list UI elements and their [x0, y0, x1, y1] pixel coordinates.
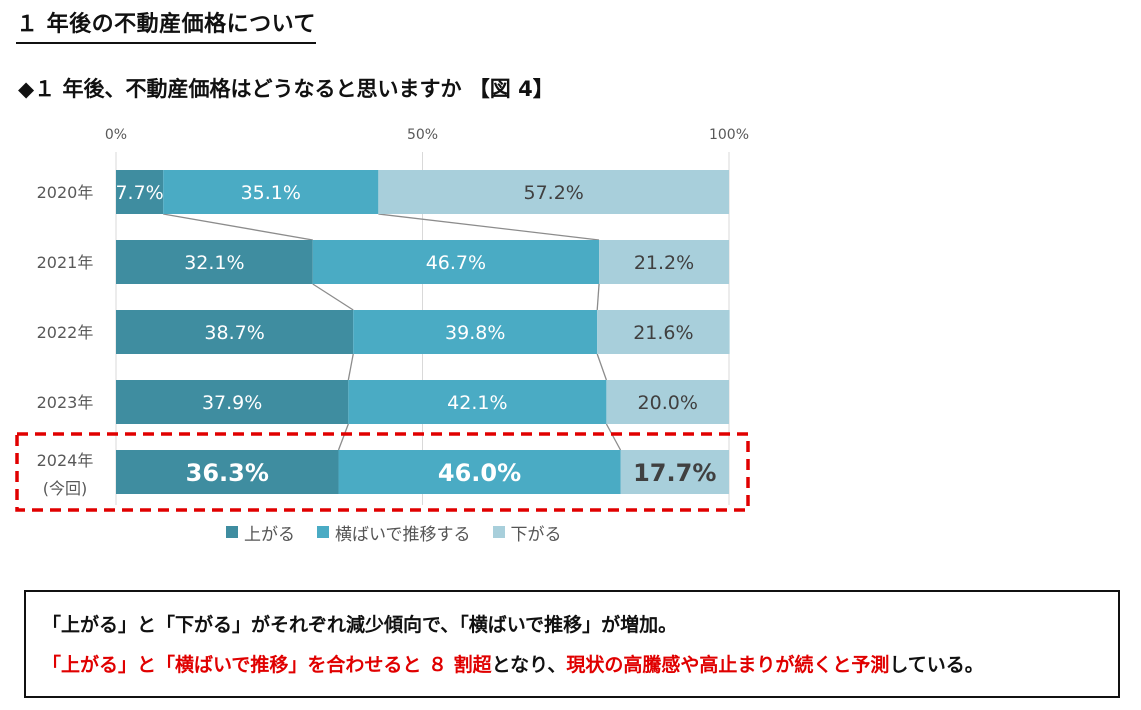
category-label: 2020年	[37, 183, 94, 202]
data-label: 32.1%	[184, 252, 244, 274]
series-line	[163, 213, 313, 241]
summary-line-1: 「上がる」と「下がる」がそれぞれ減少傾向で、「横ばいで推移」が増加。	[42, 614, 678, 636]
question-heading: ◆１ 年後、不動産価格はどうなると思いますか 【図 4】	[18, 77, 554, 101]
summary-highlight-2: 現状の高騰感や高止まりが続くと予測	[566, 654, 890, 676]
category-label: 2023年	[37, 393, 94, 412]
series-line	[596, 283, 600, 311]
highlight-frame	[15, 432, 750, 512]
x-tick-label: 0%	[105, 127, 127, 143]
legend-swatch	[317, 526, 329, 538]
data-label: 7.7%	[115, 182, 163, 204]
legend-item: 下がる	[492, 520, 562, 545]
bar-segment	[116, 240, 313, 284]
summary-line-2: 「上がる」と「横ばいで推移」を合わせると ８ 割超となり、現状の高騰感や高止まり…	[42, 652, 1118, 678]
legend-swatch	[226, 526, 238, 538]
legend-swatch	[492, 526, 505, 538]
series-line	[337, 423, 349, 451]
legend-label: 上がる	[244, 524, 295, 545]
bar-segment	[599, 240, 729, 284]
data-label: 42.1%	[447, 392, 507, 414]
bar-segment	[338, 450, 621, 494]
summary-text-1: となり、	[491, 654, 567, 676]
bar-segment	[116, 450, 339, 494]
page-title: １ 年後の不動産価格について	[16, 10, 317, 44]
bar-segment	[606, 380, 729, 424]
series-line	[347, 353, 354, 381]
category-label: 2022年	[37, 323, 94, 342]
bar-segment	[597, 310, 730, 354]
series-line	[605, 423, 622, 451]
category-label: 2024年	[37, 451, 94, 470]
category-sublabel: (今回)	[43, 479, 88, 498]
data-label: 17.7%	[633, 459, 716, 487]
x-tick-label: 100%	[709, 127, 749, 143]
summary-box: 「上がる」と「下がる」がそれぞれ減少傾向で、「横ばいで推移」が増加。 「上がる」…	[24, 590, 1120, 698]
data-label: 21.2%	[634, 252, 694, 274]
data-label: 38.7%	[204, 322, 264, 344]
summary-text-2: している。	[889, 654, 984, 676]
bar-segment	[312, 240, 600, 284]
series-line	[378, 213, 600, 241]
data-label: 57.2%	[524, 182, 584, 204]
bar-segment	[116, 170, 164, 214]
data-label: 35.1%	[241, 182, 301, 204]
bar-segment	[620, 450, 729, 494]
bar-segment	[116, 310, 354, 354]
summary-highlight-1: 「上がる」と「横ばいで推移」を合わせると ８ 割超	[42, 654, 492, 676]
legend-label: 下がる	[510, 524, 562, 545]
stacked-bar-chart: 0% 50% 100% 7.7% 35.1% 57.2% 2020年 32.1% 46.7% 21…	[15, 127, 750, 512]
series-line	[596, 353, 608, 381]
series-line	[312, 283, 354, 311]
category-label: 2021年	[37, 253, 94, 272]
data-label: 39.8%	[445, 322, 505, 344]
legend-label: 横ばいで推移する	[335, 524, 471, 545]
legend-item: 上がる	[226, 520, 295, 545]
data-label: 46.7%	[426, 252, 486, 274]
bar-segment	[378, 170, 729, 214]
data-label: 37.9%	[202, 392, 262, 414]
chart-legend: 上がる 横ばいで推移する 下がる	[226, 520, 562, 545]
legend-item: 横ばいで推移する	[317, 520, 471, 545]
bar-segment	[348, 380, 607, 424]
bar-segment	[163, 170, 379, 214]
data-label: 21.6%	[633, 322, 693, 344]
data-label: 20.0%	[638, 392, 698, 414]
bar-segment	[116, 380, 349, 424]
data-label: 36.3%	[186, 459, 269, 487]
data-label: 46.0%	[438, 459, 521, 487]
x-tick-label: 50%	[407, 127, 438, 143]
bar-segment	[353, 310, 598, 354]
